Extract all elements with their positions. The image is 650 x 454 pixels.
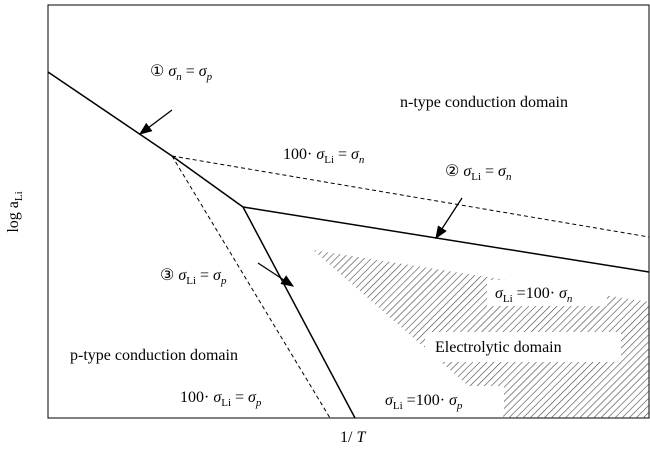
dashed-line: [171, 155, 650, 238]
label-run: 1/: [340, 429, 353, 446]
label-run: σ: [199, 63, 208, 80]
label-sub: p: [206, 71, 213, 83]
label-run: =100·: [517, 285, 555, 302]
label: 100·σLi​=σn​: [283, 146, 365, 166]
frame: [47, 4, 650, 419]
label-run: =: [200, 267, 209, 284]
label: ①σn​=σp​: [150, 63, 213, 83]
label-sub: n: [359, 154, 365, 166]
label-run: σ: [178, 267, 187, 284]
label: Electrolytic domain: [435, 339, 562, 356]
label-run: n-type conduction domain: [400, 94, 568, 111]
label-bg: [425, 332, 621, 362]
label-sub: p: [456, 400, 463, 412]
label: σLi​=100·σp​: [385, 392, 463, 412]
label-sub: Li: [471, 171, 481, 183]
label-run: =: [338, 146, 347, 163]
label-bg: [487, 280, 607, 306]
label-sub: p: [255, 397, 262, 409]
label-run: σ: [385, 392, 394, 409]
label-run: Electrolytic domain: [435, 339, 562, 356]
label-sub: Li: [393, 400, 403, 412]
label-run: σ: [495, 285, 504, 302]
label-sub: Li: [186, 275, 196, 287]
label-sub: Li: [503, 293, 513, 305]
label-run: =: [186, 63, 195, 80]
label-run: T: [356, 429, 366, 446]
arrow: [257, 262, 295, 287]
label-sub: n: [176, 71, 182, 83]
label-run: ②: [445, 163, 459, 180]
label: 1/T: [340, 429, 366, 446]
label-run: =: [235, 389, 244, 406]
arrow: [138, 109, 173, 135]
label: n-type conduction domain: [400, 94, 568, 111]
label-run: σ: [213, 267, 222, 284]
label-sub: n: [506, 171, 512, 183]
label-run: =: [485, 163, 494, 180]
label-run: log a: [5, 201, 22, 233]
label-bg: [378, 386, 504, 414]
label-sub: n: [567, 293, 573, 305]
label-run: 100·: [180, 389, 209, 406]
label-run: p-type conduction domain: [70, 347, 238, 364]
label-run: σ: [498, 163, 507, 180]
label-run: =100·: [407, 392, 445, 409]
label: p-type conduction domain: [70, 347, 238, 364]
label-run: σ: [316, 146, 325, 163]
label-run: σ: [449, 392, 458, 409]
label: log aLi​: [5, 191, 25, 232]
label: 100·σLi​=σp​: [180, 389, 262, 409]
label: σLi​=100·σn​: [495, 285, 573, 305]
label-run: σ: [248, 389, 257, 406]
label-run: σ: [463, 163, 472, 180]
label-run: σ: [213, 389, 222, 406]
label-sub: Li: [221, 397, 231, 409]
label-sub: p: [220, 275, 227, 287]
label-run: ③: [160, 267, 174, 284]
label-run: 100·: [283, 146, 312, 163]
label-sub: Li: [324, 154, 334, 166]
dashed-line: [171, 155, 331, 419]
label-sub: Li: [13, 191, 25, 201]
label-run: σ: [351, 146, 360, 163]
label-run: σ: [559, 285, 568, 302]
label-run: σ: [168, 63, 177, 80]
arrow: [435, 197, 463, 240]
boundary-line: [242, 206, 356, 419]
boundary-line: [47, 71, 650, 273]
label-run: ①: [150, 63, 164, 80]
